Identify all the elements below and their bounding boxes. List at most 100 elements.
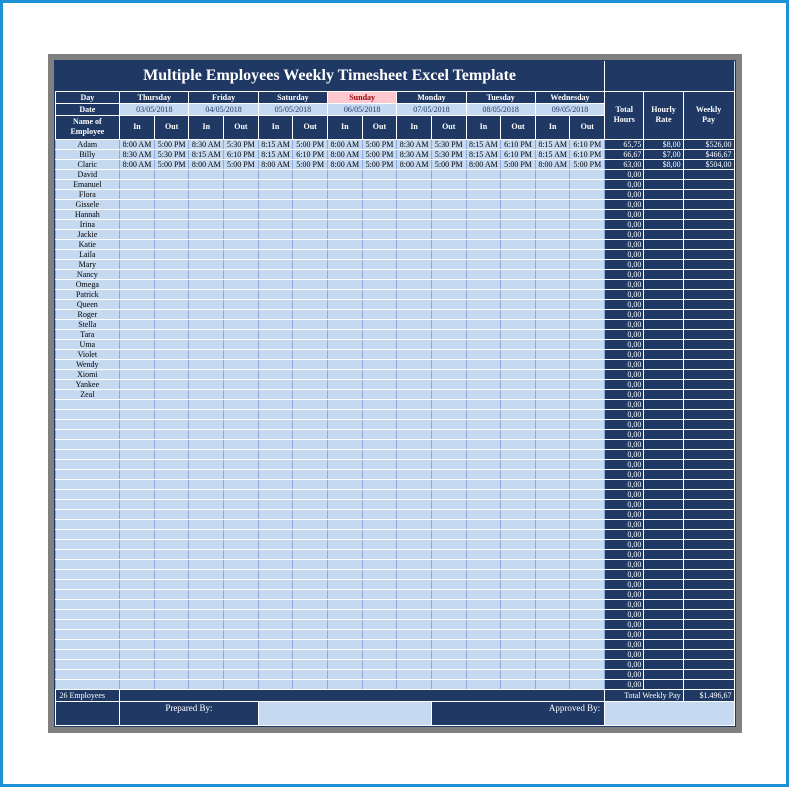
time-cell[interactable] (431, 559, 466, 569)
time-cell[interactable] (431, 279, 466, 289)
time-cell[interactable] (362, 249, 397, 259)
time-cell[interactable] (258, 509, 293, 519)
time-cell[interactable] (328, 499, 363, 509)
time-cell[interactable] (224, 349, 259, 359)
time-cell[interactable] (224, 379, 259, 389)
time-cell[interactable] (328, 639, 363, 649)
time-cell[interactable] (397, 659, 432, 669)
time-cell[interactable] (293, 429, 328, 439)
time-cell[interactable] (535, 579, 570, 589)
time-cell[interactable] (501, 319, 536, 329)
time-cell[interactable] (258, 379, 293, 389)
time-cell[interactable] (189, 249, 224, 259)
time-cell[interactable] (431, 489, 466, 499)
time-cell[interactable] (431, 629, 466, 639)
time-cell[interactable] (466, 499, 501, 509)
time-cell[interactable] (189, 269, 224, 279)
time-cell[interactable] (120, 469, 155, 479)
time-cell[interactable] (501, 259, 536, 269)
time-cell[interactable] (328, 519, 363, 529)
time-cell[interactable] (466, 339, 501, 349)
time-cell[interactable] (570, 639, 605, 649)
time-cell[interactable] (224, 409, 259, 419)
time-cell[interactable] (189, 459, 224, 469)
time-cell[interactable] (431, 429, 466, 439)
time-cell[interactable] (362, 469, 397, 479)
time-cell[interactable] (154, 239, 189, 249)
time-cell[interactable] (397, 449, 432, 459)
time-cell[interactable] (154, 179, 189, 189)
time-cell[interactable] (293, 229, 328, 239)
time-cell[interactable] (224, 639, 259, 649)
time-cell[interactable] (535, 629, 570, 639)
time-cell[interactable] (189, 299, 224, 309)
time-cell[interactable] (154, 569, 189, 579)
time-cell[interactable] (189, 469, 224, 479)
time-cell[interactable] (535, 169, 570, 179)
time-cell[interactable] (466, 409, 501, 419)
time-cell[interactable] (154, 399, 189, 409)
time-cell[interactable] (120, 319, 155, 329)
time-cell[interactable] (535, 569, 570, 579)
time-cell[interactable]: 5:00 PM (362, 139, 397, 149)
time-cell[interactable] (328, 199, 363, 209)
time-cell[interactable] (224, 239, 259, 249)
time-cell[interactable] (189, 599, 224, 609)
prepared-by-field[interactable] (258, 701, 431, 725)
time-cell[interactable] (258, 169, 293, 179)
time-cell[interactable] (362, 219, 397, 229)
time-cell[interactable] (154, 499, 189, 509)
time-cell[interactable] (362, 179, 397, 189)
time-cell[interactable] (362, 639, 397, 649)
time-cell[interactable] (120, 579, 155, 589)
time-cell[interactable] (258, 429, 293, 439)
time-cell[interactable] (258, 279, 293, 289)
time-cell[interactable] (431, 199, 466, 209)
time-cell[interactable] (466, 619, 501, 629)
time-cell[interactable] (501, 599, 536, 609)
time-cell[interactable] (154, 249, 189, 259)
time-cell[interactable]: 6:10 PM (501, 149, 536, 159)
time-cell[interactable]: 8:30 AM (120, 149, 155, 159)
time-cell[interactable] (362, 519, 397, 529)
time-cell[interactable] (466, 469, 501, 479)
time-cell[interactable] (224, 309, 259, 319)
time-cell[interactable] (328, 329, 363, 339)
time-cell[interactable] (397, 219, 432, 229)
time-cell[interactable] (293, 499, 328, 509)
time-cell[interactable] (466, 639, 501, 649)
time-cell[interactable] (362, 619, 397, 629)
time-cell[interactable] (293, 349, 328, 359)
time-cell[interactable] (466, 509, 501, 519)
time-cell[interactable] (501, 469, 536, 479)
time-cell[interactable] (501, 219, 536, 229)
time-cell[interactable] (535, 179, 570, 189)
time-cell[interactable] (293, 329, 328, 339)
time-cell[interactable] (570, 569, 605, 579)
time-cell[interactable] (535, 559, 570, 569)
time-cell[interactable]: 6:10 PM (501, 139, 536, 149)
time-cell[interactable] (466, 589, 501, 599)
time-cell[interactable] (224, 499, 259, 509)
time-cell[interactable] (362, 449, 397, 459)
time-cell[interactable] (258, 569, 293, 579)
time-cell[interactable] (189, 339, 224, 349)
time-cell[interactable] (466, 599, 501, 609)
time-cell[interactable] (397, 239, 432, 249)
time-cell[interactable] (501, 459, 536, 469)
time-cell[interactable] (431, 509, 466, 519)
time-cell[interactable] (501, 549, 536, 559)
time-cell[interactable]: 5:00 PM (224, 159, 259, 169)
time-cell[interactable] (293, 489, 328, 499)
time-cell[interactable] (501, 249, 536, 259)
time-cell[interactable]: 5:30 PM (431, 149, 466, 159)
time-cell[interactable] (570, 469, 605, 479)
time-cell[interactable]: 5:30 PM (431, 139, 466, 149)
time-cell[interactable] (397, 269, 432, 279)
time-cell[interactable] (501, 639, 536, 649)
time-cell[interactable] (431, 259, 466, 269)
time-cell[interactable] (189, 359, 224, 369)
time-cell[interactable] (328, 179, 363, 189)
time-cell[interactable] (189, 329, 224, 339)
time-cell[interactable]: 5:00 PM (501, 159, 536, 169)
